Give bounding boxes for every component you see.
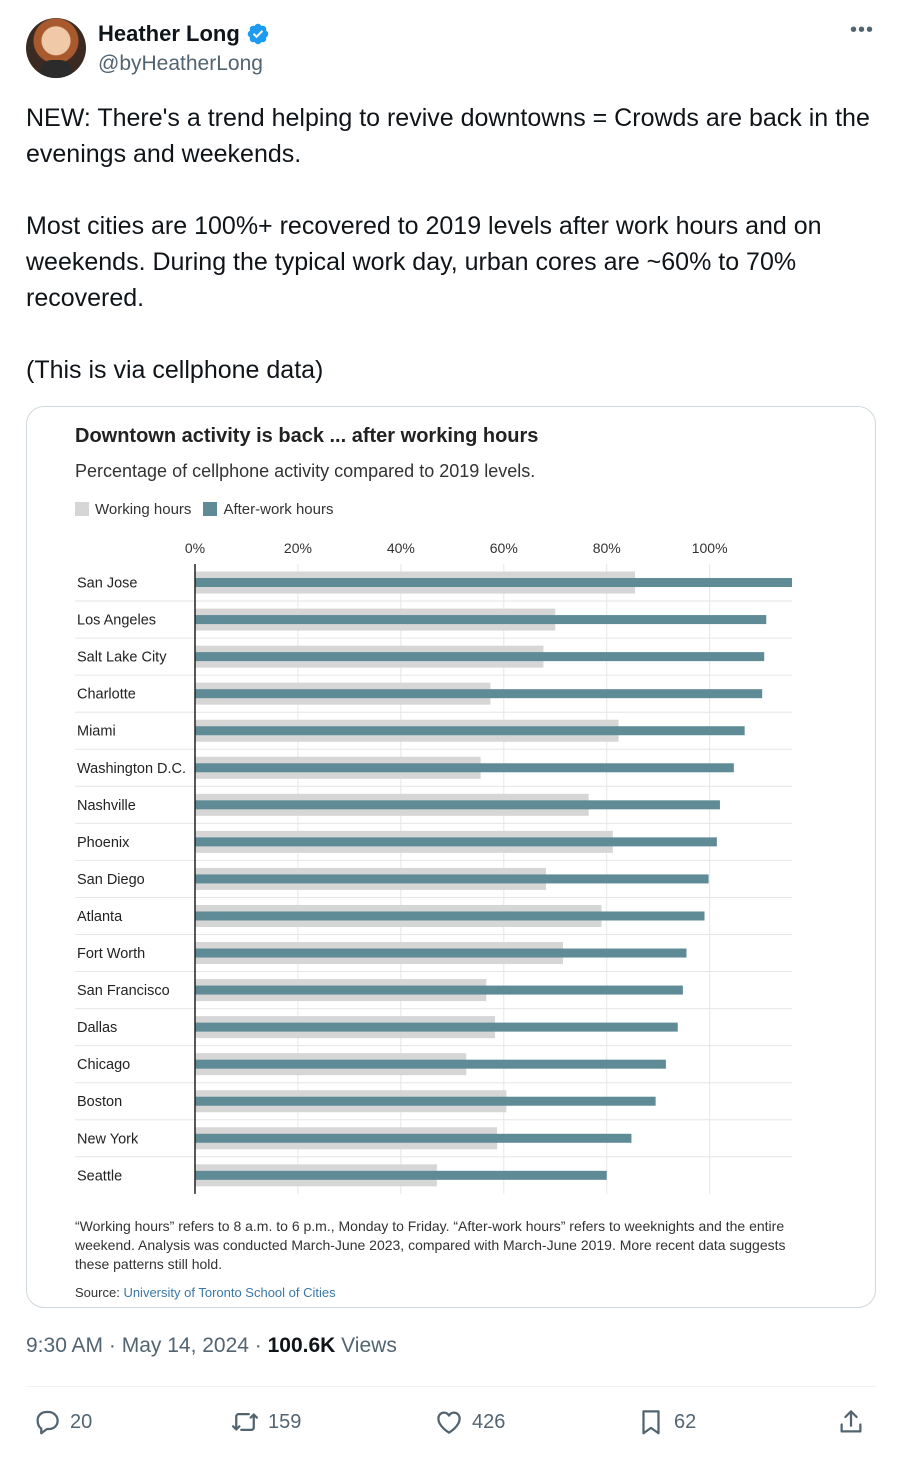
bar-after-work-hours [195,948,687,958]
chart-source: Source: University of Toronto School of … [75,1285,336,1300]
category-label: Los Angeles [77,613,156,629]
source-link[interactable]: University of Toronto School of Cities [123,1285,336,1300]
bar-after-work-hours [195,726,745,736]
category-label: Washington D.C. [77,761,186,777]
category-label: Miami [77,724,116,740]
bookmark-count: 62 [674,1410,697,1433]
avatar[interactable] [26,18,86,78]
bar-after-work-hours [195,1096,656,1106]
bookmark-icon [642,1410,660,1435]
chart-card[interactable]: Downtown activity is back ... after work… [26,406,876,1308]
repost-icon [232,1413,258,1431]
x-tick-label: 80% [593,540,621,556]
category-label: Fort Worth [77,946,145,962]
legend-label-working: Working hours [95,500,192,518]
reply-icon [36,1410,59,1435]
chart-title: Downtown activity is back ... after work… [75,425,539,447]
bar-after-work-hours [195,1022,678,1032]
verified-badge-icon [247,23,269,45]
category-label: Phoenix [77,835,130,851]
views-label: Views [335,1334,397,1357]
legend-item-afterwork: After-work hours [203,501,333,518]
author-handle[interactable]: @byHeatherLong [98,52,263,75]
bar-after-work-hours [195,874,709,884]
x-tick-label: 40% [387,540,415,556]
action-bar: 20 159 426 62 [26,1402,876,1442]
bar-after-work-hours [195,1133,632,1143]
x-tick-label: 20% [284,540,312,556]
tweet-paragraph-3: (This is via cellphone data) [26,356,324,384]
category-label: Nashville [77,798,136,814]
more-horizontal-icon[interactable]: ••• [849,19,874,41]
heart-icon [437,1411,461,1434]
share-icon [840,1410,862,1433]
x-tick-label: 100% [692,540,728,556]
source-label: Source: [75,1285,120,1300]
category-label: San Jose [77,576,137,592]
divider [26,1386,876,1387]
category-label: San Francisco [77,983,170,999]
category-label: Chicago [77,1057,130,1073]
bar-chart: 0% 20% 40% 60% 80% 100% San Jose Los Angeles Sal… [75,540,792,1194]
repost-count: 159 [268,1410,302,1433]
category-label: Boston [77,1094,122,1110]
bar-after-work-hours [195,911,705,921]
category-label: Charlotte [77,687,136,703]
tweet-meta: 9:30 AM · May 14, 2024 · 100.6K Views [26,1332,397,1360]
author-name[interactable]: Heather Long [98,21,240,46]
category-label: Salt Lake City [77,650,167,666]
like-count: 426 [472,1410,506,1433]
bar-after-work-hours [195,837,717,847]
repost-button[interactable]: 159 [230,1402,301,1442]
category-label: Atlanta [77,909,123,925]
views-count: 100.6K [267,1334,336,1357]
bar-after-work-hours [195,1059,666,1069]
bar-after-work-hours [195,689,763,699]
tweet-timestamp[interactable]: 9:30 AM · May 14, 2024 · [26,1334,268,1357]
bar-after-work-hours [195,985,683,995]
reply-count: 20 [70,1410,93,1433]
legend-item-working: Working hours [75,501,191,518]
category-label: Seattle [77,1168,122,1184]
legend-swatch-afterwork [203,502,218,516]
x-tick-label: 60% [490,540,518,556]
bar-after-work-hours [195,1170,607,1180]
legend-swatch-working [75,502,89,516]
bar-after-work-hours [195,615,767,625]
bar-after-work-hours [195,652,765,662]
chart-legend: Working hours After-work hours [75,500,345,518]
bar-after-work-hours [195,800,720,810]
chart-subtitle: Percentage of cellphone activity compare… [75,461,536,481]
bar-after-work-hours [195,763,734,773]
bar-after-work-hours [195,578,792,588]
bookmark-button[interactable]: 62 [636,1402,696,1442]
category-label: San Diego [77,872,145,888]
category-label: New York [77,1131,139,1147]
category-label: Dallas [77,1020,117,1036]
reply-button[interactable]: 20 [32,1402,92,1442]
like-button[interactable]: 426 [434,1402,505,1442]
tweet-paragraph-2: Most cities are 100%+ recovered to 2019 … [26,212,822,312]
legend-label-afterwork: After-work hours [223,500,334,518]
tweet-text: NEW: There's a trend helping to revive d… [26,100,876,388]
chart-footnote: “Working hours” refers to 8 a.m. to 6 p.… [75,1218,786,1272]
tweet-paragraph-1: NEW: There's a trend helping to revive d… [26,104,870,168]
x-tick-label: 0% [185,540,205,556]
share-button[interactable] [836,1402,874,1442]
